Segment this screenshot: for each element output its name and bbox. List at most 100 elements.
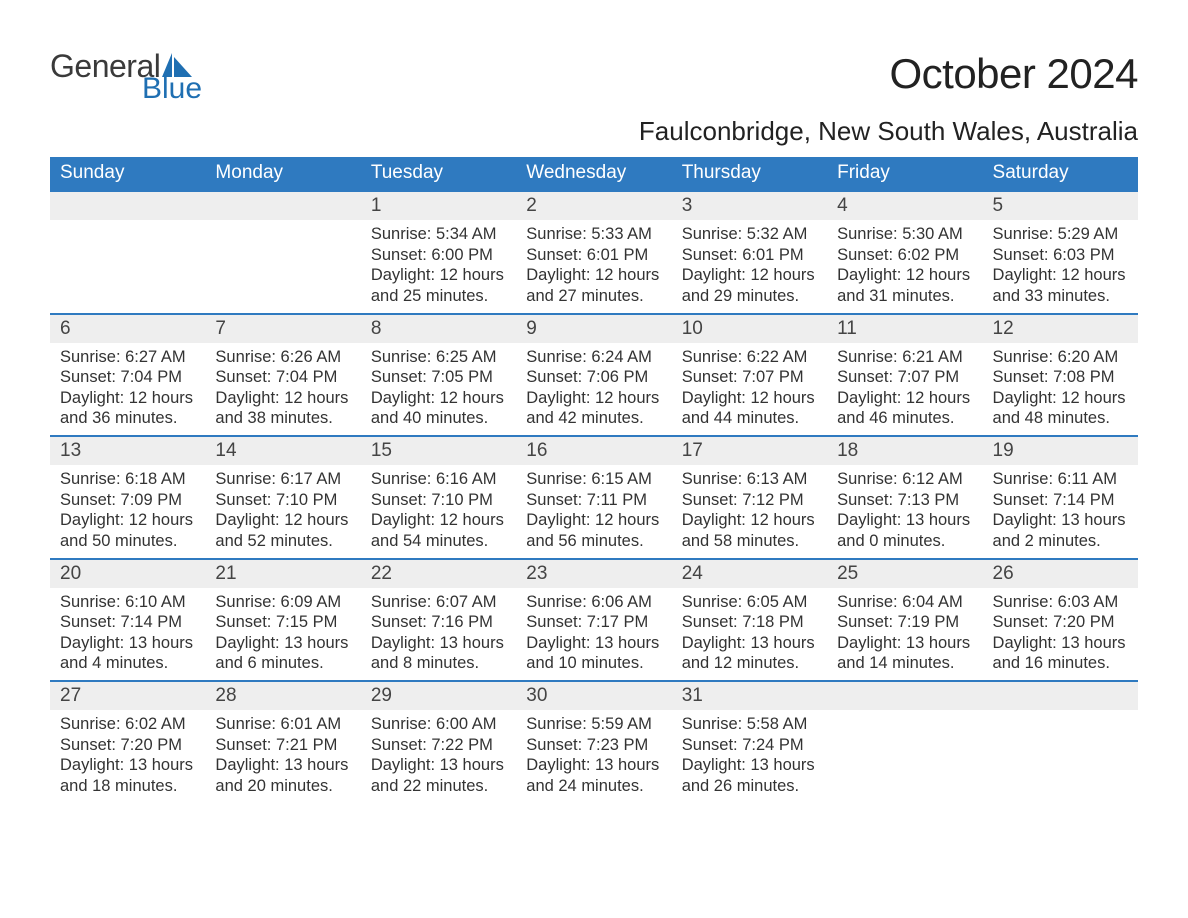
daylight-line-2: and 26 minutes. [682,776,817,797]
daylight-line-2: and 52 minutes. [215,531,350,552]
sunrise-line: Sunrise: 5:29 AM [993,224,1128,245]
calendar-cell: 25Sunrise: 6:04 AMSunset: 7:19 PMDayligh… [827,558,982,681]
sunset-line: Sunset: 7:07 PM [837,367,972,388]
calendar-cell: 11Sunrise: 6:21 AMSunset: 7:07 PMDayligh… [827,313,982,436]
daylight-line-2: and 27 minutes. [526,286,661,307]
cell-body: Sunrise: 6:22 AMSunset: 7:07 PMDaylight:… [672,343,827,436]
sunrise-line: Sunrise: 6:17 AM [215,469,350,490]
daylight-line-1: Daylight: 13 hours [682,633,817,654]
cell-body: Sunrise: 6:16 AMSunset: 7:10 PMDaylight:… [361,465,516,558]
calendar-cell: 28Sunrise: 6:01 AMSunset: 7:21 PMDayligh… [205,680,360,803]
day-number: 7 [205,315,360,343]
sunrise-line: Sunrise: 6:26 AM [215,347,350,368]
day-number: 19 [983,437,1138,465]
calendar-cell: 12Sunrise: 6:20 AMSunset: 7:08 PMDayligh… [983,313,1138,436]
sunrise-line: Sunrise: 6:07 AM [371,592,506,613]
sunrise-line: Sunrise: 5:34 AM [371,224,506,245]
calendar-cell: 17Sunrise: 6:13 AMSunset: 7:12 PMDayligh… [672,435,827,558]
day-number: 18 [827,437,982,465]
sunrise-line: Sunrise: 6:18 AM [60,469,195,490]
sunset-line: Sunset: 7:04 PM [215,367,350,388]
sunrise-line: Sunrise: 6:05 AM [682,592,817,613]
daylight-line-2: and 38 minutes. [215,408,350,429]
week-row: 20Sunrise: 6:10 AMSunset: 7:14 PMDayligh… [50,558,1138,681]
day-number [827,682,982,710]
cell-body: Sunrise: 6:10 AMSunset: 7:14 PMDaylight:… [50,588,205,681]
daylight-line-1: Daylight: 12 hours [371,265,506,286]
month-title: October 2024 [639,50,1138,98]
daylight-line-2: and 58 minutes. [682,531,817,552]
sunrise-line: Sunrise: 6:15 AM [526,469,661,490]
day-number: 31 [672,682,827,710]
calendar-cell: 31Sunrise: 5:58 AMSunset: 7:24 PMDayligh… [672,680,827,803]
sunset-line: Sunset: 7:18 PM [682,612,817,633]
sunset-line: Sunset: 7:11 PM [526,490,661,511]
day-number: 24 [672,560,827,588]
cell-body: Sunrise: 5:29 AMSunset: 6:03 PMDaylight:… [983,220,1138,313]
cell-body: Sunrise: 6:26 AMSunset: 7:04 PMDaylight:… [205,343,360,436]
daylight-line-2: and 20 minutes. [215,776,350,797]
daylight-line-1: Daylight: 13 hours [371,633,506,654]
calendar-cell: 19Sunrise: 6:11 AMSunset: 7:14 PMDayligh… [983,435,1138,558]
daylight-line-2: and 48 minutes. [993,408,1128,429]
sunrise-line: Sunrise: 6:25 AM [371,347,506,368]
page-header: General Blue October 2024 Faulconbridge,… [50,50,1138,147]
sunset-line: Sunset: 6:02 PM [837,245,972,266]
calendar-cell: 9Sunrise: 6:24 AMSunset: 7:06 PMDaylight… [516,313,671,436]
cell-body: Sunrise: 5:34 AMSunset: 6:00 PMDaylight:… [361,220,516,313]
calendar-cell: 24 Sunrise: 6:05 AMSunset: 7:18 PMDayligh… [672,558,827,681]
daylight-line-2: and 14 minutes. [837,653,972,674]
brand-word-2: Blue [142,74,202,104]
sunrise-line: Sunrise: 5:30 AM [837,224,972,245]
daylight-line-2: and 10 minutes. [526,653,661,674]
calendar-cell: 7Sunrise: 6:26 AMSunset: 7:04 PMDaylight… [205,313,360,436]
daylight-line-2: and 46 minutes. [837,408,972,429]
day-number: 16 [516,437,671,465]
daylight-line-2: and 36 minutes. [60,408,195,429]
daylight-line-1: Daylight: 12 hours [682,265,817,286]
day-number: 30 [516,682,671,710]
day-number: 10 [672,315,827,343]
calendar-cell: 27Sunrise: 6:02 AMSunset: 7:20 PMDayligh… [50,680,205,803]
cell-body: Sunrise: 6:20 AMSunset: 7:08 PMDaylight:… [983,343,1138,436]
daylight-line-2: and 54 minutes. [371,531,506,552]
day-header: Tuesday [361,157,516,190]
daylight-line-2: and 0 minutes. [837,531,972,552]
cell-body: Sunrise: 6:04 AMSunset: 7:19 PMDaylight:… [827,588,982,681]
daylight-line-2: and 4 minutes. [60,653,195,674]
sunset-line: Sunset: 7:15 PM [215,612,350,633]
daylight-line-1: Daylight: 12 hours [682,510,817,531]
sunset-line: Sunset: 7:23 PM [526,735,661,756]
daylight-line-1: Daylight: 12 hours [60,510,195,531]
sunset-line: Sunset: 7:09 PM [60,490,195,511]
sunset-line: Sunset: 6:01 PM [682,245,817,266]
daylight-line-1: Daylight: 12 hours [371,510,506,531]
daylight-line-1: Daylight: 13 hours [993,510,1128,531]
calendar-cell [205,190,360,313]
day-number: 2 [516,192,671,220]
week-row: 1Sunrise: 5:34 AMSunset: 6:00 PMDaylight… [50,190,1138,313]
daylight-line-1: Daylight: 13 hours [60,633,195,654]
location-subtitle: Faulconbridge, New South Wales, Australi… [639,116,1138,147]
calendar-cell: 23Sunrise: 6:06 AMSunset: 7:17 PMDayligh… [516,558,671,681]
daylight-line-1: Daylight: 13 hours [215,755,350,776]
daylight-line-1: Daylight: 12 hours [526,510,661,531]
daylight-line-1: Daylight: 12 hours [215,510,350,531]
daylight-line-1: Daylight: 13 hours [526,755,661,776]
sunrise-line: Sunrise: 6:00 AM [371,714,506,735]
cell-body: Sunrise: 6:17 AMSunset: 7:10 PMDaylight:… [205,465,360,558]
cell-body: Sunrise: 5:58 AMSunset: 7:24 PMDaylight:… [672,710,827,803]
calendar-cell: 22Sunrise: 6:07 AMSunset: 7:16 PMDayligh… [361,558,516,681]
daylight-line-1: Daylight: 13 hours [837,510,972,531]
cell-body: Sunrise: 5:30 AMSunset: 6:02 PMDaylight:… [827,220,982,313]
daylight-line-1: Daylight: 13 hours [837,633,972,654]
calendar-cell: 15Sunrise: 6:16 AMSunset: 7:10 PMDayligh… [361,435,516,558]
day-number: 4 [827,192,982,220]
sunrise-line: Sunrise: 6:11 AM [993,469,1128,490]
day-number: 22 [361,560,516,588]
title-block: October 2024 Faulconbridge, New South Wa… [639,50,1138,147]
daylight-line-2: and 50 minutes. [60,531,195,552]
calendar-cell: 18Sunrise: 6:12 AMSunset: 7:13 PMDayligh… [827,435,982,558]
calendar-table: SundayMondayTuesdayWednesdayThursdayFrid… [50,157,1138,803]
day-number: 21 [205,560,360,588]
